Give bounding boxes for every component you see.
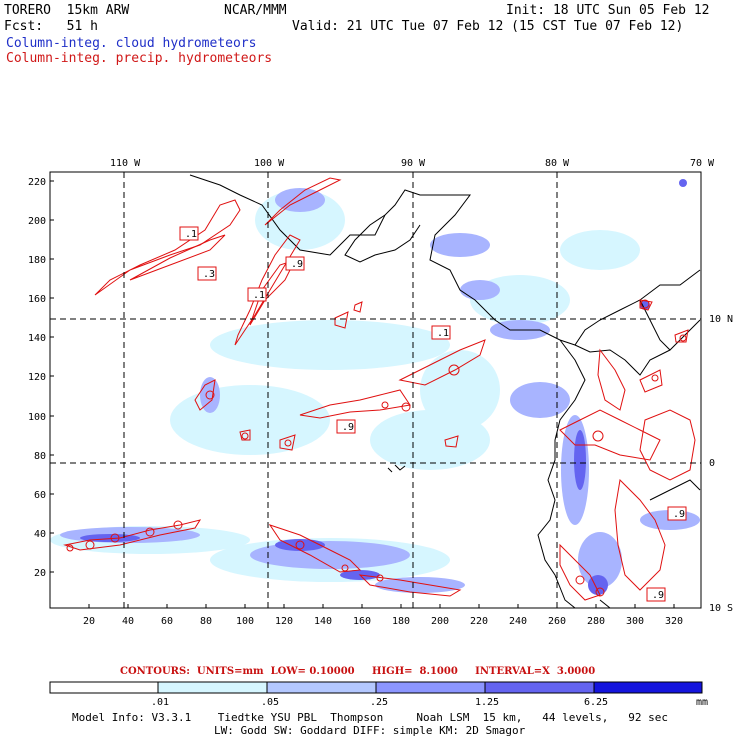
- x-tick-label: 120: [275, 616, 293, 627]
- y-tick-label: 100: [28, 412, 46, 423]
- y-ticks: [50, 180, 54, 573]
- lon-label: 90 W: [401, 158, 426, 169]
- x-tick-label: 20: [83, 616, 95, 627]
- x-tick-label: 40: [122, 616, 134, 627]
- lat-label: 10 S: [709, 603, 733, 614]
- colorbar-swatch: [49, 681, 159, 694]
- y-tick-label: 140: [28, 333, 46, 344]
- x-tick-label: 240: [509, 616, 527, 627]
- lon-label: 80 W: [545, 158, 570, 169]
- colorbar-swatch: [593, 681, 703, 694]
- contour-dots: [66, 299, 687, 597]
- cloud-light-shading: [50, 190, 640, 582]
- y-tick-label: 80: [34, 451, 46, 462]
- x-tick-label: 280: [587, 616, 605, 627]
- y-tick-label: 60: [34, 490, 46, 501]
- contour-box-label: .1: [437, 328, 449, 339]
- contour-box-label: .1: [185, 229, 197, 240]
- y-tick-label: 180: [28, 255, 46, 266]
- colorbar-swatch: [375, 681, 486, 694]
- colorbar-label: 6.25: [584, 697, 609, 708]
- organization: NCAR/MMM: [224, 3, 287, 18]
- map-frame: [49, 171, 702, 609]
- y-tick-labels: 220 200 180 160 140 120 100 80 60 40 20: [28, 177, 46, 579]
- colorbar-label: .05: [261, 697, 280, 708]
- colorbar-label: .25: [370, 697, 389, 708]
- lon-label: 110 W: [110, 158, 141, 169]
- cloud-legend-label: Column-integ. cloud hydrometeors: [6, 36, 257, 51]
- y-tick-label: 160: [28, 294, 46, 305]
- x-tick-label: 200: [431, 616, 449, 627]
- y-tick-label: 20: [34, 568, 46, 579]
- x-tick-label: 300: [626, 616, 644, 627]
- x-tick-label: 160: [353, 616, 371, 627]
- model-info-line1: Model Info: V3.3.1 Tiedtke YSU PBL Thomp…: [72, 711, 669, 724]
- precip-contours: [63, 177, 696, 601]
- x-tick-labels: 20 40 60 80 100 120 140 160 180 200 220 …: [83, 616, 683, 627]
- x-tick-label: 180: [392, 616, 410, 627]
- model-info-line2: LW: Godd SW: Goddard DIFF: simple KM: 2D…: [214, 724, 526, 737]
- lon-label: 70 W: [690, 158, 715, 169]
- init-time: Init: 18 UTC Sun 05 Feb 12: [506, 3, 710, 18]
- contour-box-labels: .1 .3 .9 .1 .1 .9 .9 .9: [179, 226, 687, 602]
- coastlines: [189, 174, 701, 609]
- x-tick-label: 80: [200, 616, 212, 627]
- model-name: TORERO 15km ARW: [4, 3, 130, 18]
- forecast-hour: Fcst: 51 h: [4, 19, 98, 34]
- lat-label: 0: [709, 458, 715, 469]
- y-tick-label: 40: [34, 529, 46, 540]
- colorbar-swatch: [484, 681, 595, 694]
- contour-box-label: .1: [253, 290, 265, 301]
- lat-label: 10 N: [709, 314, 733, 325]
- contour-info: CONTOURS: UNITS=mm LOW= 0.10000 HIGH= 8.…: [120, 666, 596, 677]
- x-tick-label: 320: [665, 616, 683, 627]
- colorbar: [49, 681, 703, 694]
- colorbar-label: .01: [151, 697, 170, 708]
- colorbar-units: mm: [696, 697, 709, 708]
- y-tick-label: 120: [28, 372, 46, 383]
- contour-box-label: .9: [652, 590, 664, 601]
- colorbar-label: 1.25: [475, 697, 500, 708]
- valid-time: Valid: 21 UTC Tue 07 Feb 12 (15 CST Tue …: [292, 19, 684, 34]
- y-tick-label: 200: [28, 216, 46, 227]
- lon-label: 100 W: [254, 158, 285, 169]
- contour-box-label: .9: [291, 259, 303, 270]
- top-lon-labels: 110 W 100 W 90 W 80 W 70 W: [110, 158, 715, 169]
- x-tick-label: 100: [236, 616, 254, 627]
- x-ticks: [88, 604, 675, 608]
- x-tick-label: 140: [314, 616, 332, 627]
- precip-legend-label: Column-integ. precip. hydrometeors: [6, 51, 273, 66]
- colorbar-swatch: [266, 681, 377, 694]
- x-tick-label: 60: [161, 616, 173, 627]
- contour-box-label: .3: [203, 269, 215, 280]
- x-tick-label: 260: [548, 616, 566, 627]
- contour-box-label: .9: [673, 509, 685, 520]
- right-lat-labels: 10 N 0 10 S: [709, 314, 733, 614]
- lat-lon-grid: [50, 172, 701, 608]
- x-tick-label: 220: [470, 616, 488, 627]
- y-tick-label: 220: [28, 177, 46, 188]
- contour-box-label: .9: [342, 422, 354, 433]
- colorbar-swatch: [157, 681, 268, 694]
